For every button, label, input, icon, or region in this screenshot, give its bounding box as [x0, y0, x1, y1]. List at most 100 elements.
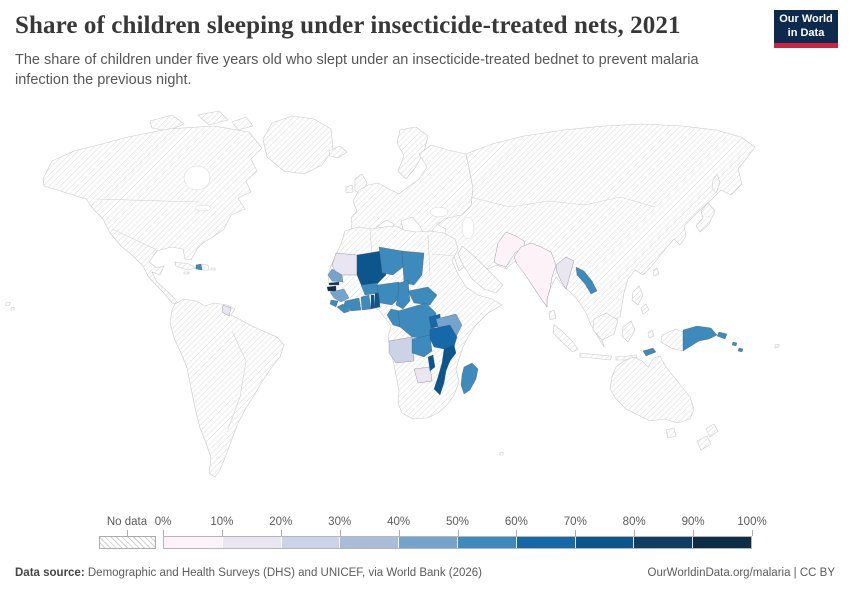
- page-title: Share of children sleeping under insecti…: [15, 12, 681, 39]
- legend-bin[interactable]: [457, 537, 517, 548]
- country-central-african-republic[interactable]: [407, 286, 438, 306]
- country-guinea-bissau[interactable]: [326, 285, 337, 292]
- legend-bin[interactable]: [516, 537, 576, 548]
- rights-link[interactable]: OurWorldinData.org/malaria | CC BY: [647, 567, 835, 579]
- legend-tick-mark: [221, 530, 223, 536]
- no-data-swatch[interactable]: [99, 536, 156, 549]
- country-papua-new-guinea[interactable]: [682, 325, 728, 352]
- legend-bin[interactable]: [281, 537, 341, 548]
- legend-tick-label: 0%: [154, 516, 172, 528]
- data-source-line: Data source: Demographic and Health Surv…: [15, 567, 482, 579]
- region-arabia: [457, 245, 504, 294]
- country-chad[interactable]: [401, 250, 425, 286]
- country-cameroon[interactable]: [395, 279, 411, 310]
- region-sulawesi: [621, 320, 636, 343]
- country-solomon-islands[interactable]: [731, 341, 744, 353]
- legend-bin[interactable]: [399, 537, 458, 548]
- legend-bin[interactable]: [634, 537, 694, 548]
- region-pacific-islets: [5, 301, 780, 456]
- region-tasmania: [665, 427, 677, 439]
- country-zambia[interactable]: [411, 334, 433, 358]
- legend-tick-label: 90%: [681, 516, 705, 528]
- legend-tick-mark: [693, 530, 695, 536]
- legend-tick-label: 20%: [269, 516, 293, 528]
- hudson-bay: [183, 165, 211, 191]
- data-source-text: Demographic and Health Surveys (DHS) and…: [84, 567, 483, 579]
- legend-tick-label: 80%: [622, 516, 646, 528]
- legend-color-bar: [163, 536, 752, 549]
- country-niger[interactable]: [378, 246, 404, 276]
- legend-tick-mark: [280, 530, 282, 536]
- country-ghana[interactable]: [360, 294, 372, 311]
- caspian-sea: [461, 216, 475, 240]
- black-sea: [429, 206, 449, 218]
- map-legend: No data 0% 10% 20% 30% 40% 50% 60% 70% 80% 90% 100…: [99, 516, 767, 550]
- region-sumatra: [552, 324, 579, 353]
- region-dominican-republic: [201, 263, 210, 271]
- owid-logo-line2: in Data: [787, 26, 825, 39]
- region-new-zealand: [696, 423, 719, 451]
- region-borneo: [592, 312, 619, 341]
- legend-tick-label: 30%: [328, 516, 352, 528]
- region-north-america: [42, 125, 263, 306]
- legend-tick-label: 70%: [563, 516, 587, 528]
- region-ireland: [345, 184, 354, 194]
- border-us-canada: [95, 198, 201, 203]
- country-myanmar[interactable]: [555, 256, 575, 290]
- owid-logo-line1: Our World: [779, 13, 833, 26]
- border-central-asia: [469, 196, 656, 208]
- region-sakhalin: [711, 173, 721, 194]
- region-greenland: [262, 115, 334, 175]
- owid-logo[interactable]: Our World in Data: [774, 10, 838, 48]
- country-guyana[interactable]: [221, 304, 232, 317]
- country-gambia[interactable]: [328, 281, 340, 286]
- country-sierra-leone[interactable]: [329, 299, 339, 308]
- great-lakes: [194, 204, 212, 212]
- world-map: [0, 99, 850, 505]
- legend-tick-label: 40%: [387, 516, 411, 528]
- border-north-africa: [369, 228, 456, 276]
- region-java: [579, 352, 613, 361]
- country-malawi[interactable]: [427, 354, 436, 372]
- legend-tick-mark: [398, 530, 400, 536]
- region-philippines: [631, 285, 650, 315]
- country-angola[interactable]: [388, 336, 415, 364]
- border-us-mexico: [111, 228, 156, 250]
- legend-bin[interactable]: [575, 537, 635, 548]
- legend-tick-label: 100%: [737, 516, 767, 528]
- no-data-label: No data: [106, 516, 148, 528]
- region-iceland: [328, 145, 348, 159]
- country-nigeria[interactable]: [376, 281, 401, 306]
- country-senegal[interactable]: [327, 268, 344, 283]
- legend-bin[interactable]: [693, 537, 751, 548]
- region-puerto-rico: [210, 267, 216, 271]
- country-togo[interactable]: [370, 294, 376, 310]
- country-cote-divoire[interactable]: [343, 297, 362, 312]
- country-haiti[interactable]: [195, 263, 203, 271]
- region-jamaica: [183, 271, 190, 275]
- country-timor-leste[interactable]: [642, 347, 657, 357]
- country-india[interactable]: [513, 242, 557, 308]
- country-mozambique[interactable]: [433, 344, 457, 396]
- legend-tick-mark: [127, 530, 128, 536]
- region-arctic-islands: [149, 110, 254, 142]
- region-scandinavia: [396, 126, 429, 180]
- legend-bin[interactable]: [222, 537, 282, 548]
- legend-bin[interactable]: [340, 537, 400, 548]
- region-taiwan: [652, 267, 660, 277]
- country-zimbabwe[interactable]: [413, 366, 433, 384]
- country-laos[interactable]: [575, 266, 598, 295]
- border-brazil: [227, 330, 247, 430]
- legend-tick-mark: [516, 530, 518, 536]
- region-sri-lanka: [548, 309, 557, 321]
- legend-bin[interactable]: [164, 537, 223, 548]
- data-source-label: Data source:: [15, 567, 85, 579]
- chart-footer: Data source: Demographic and Health Surv…: [15, 567, 835, 579]
- country-madagascar[interactable]: [460, 362, 479, 395]
- region-cuba: [174, 261, 197, 271]
- region-japan: [695, 202, 716, 233]
- country-guinea[interactable]: [329, 288, 350, 303]
- region-south-america: [169, 298, 285, 478]
- region-lesser-sunda: [615, 329, 655, 361]
- country-liberia[interactable]: [336, 303, 351, 314]
